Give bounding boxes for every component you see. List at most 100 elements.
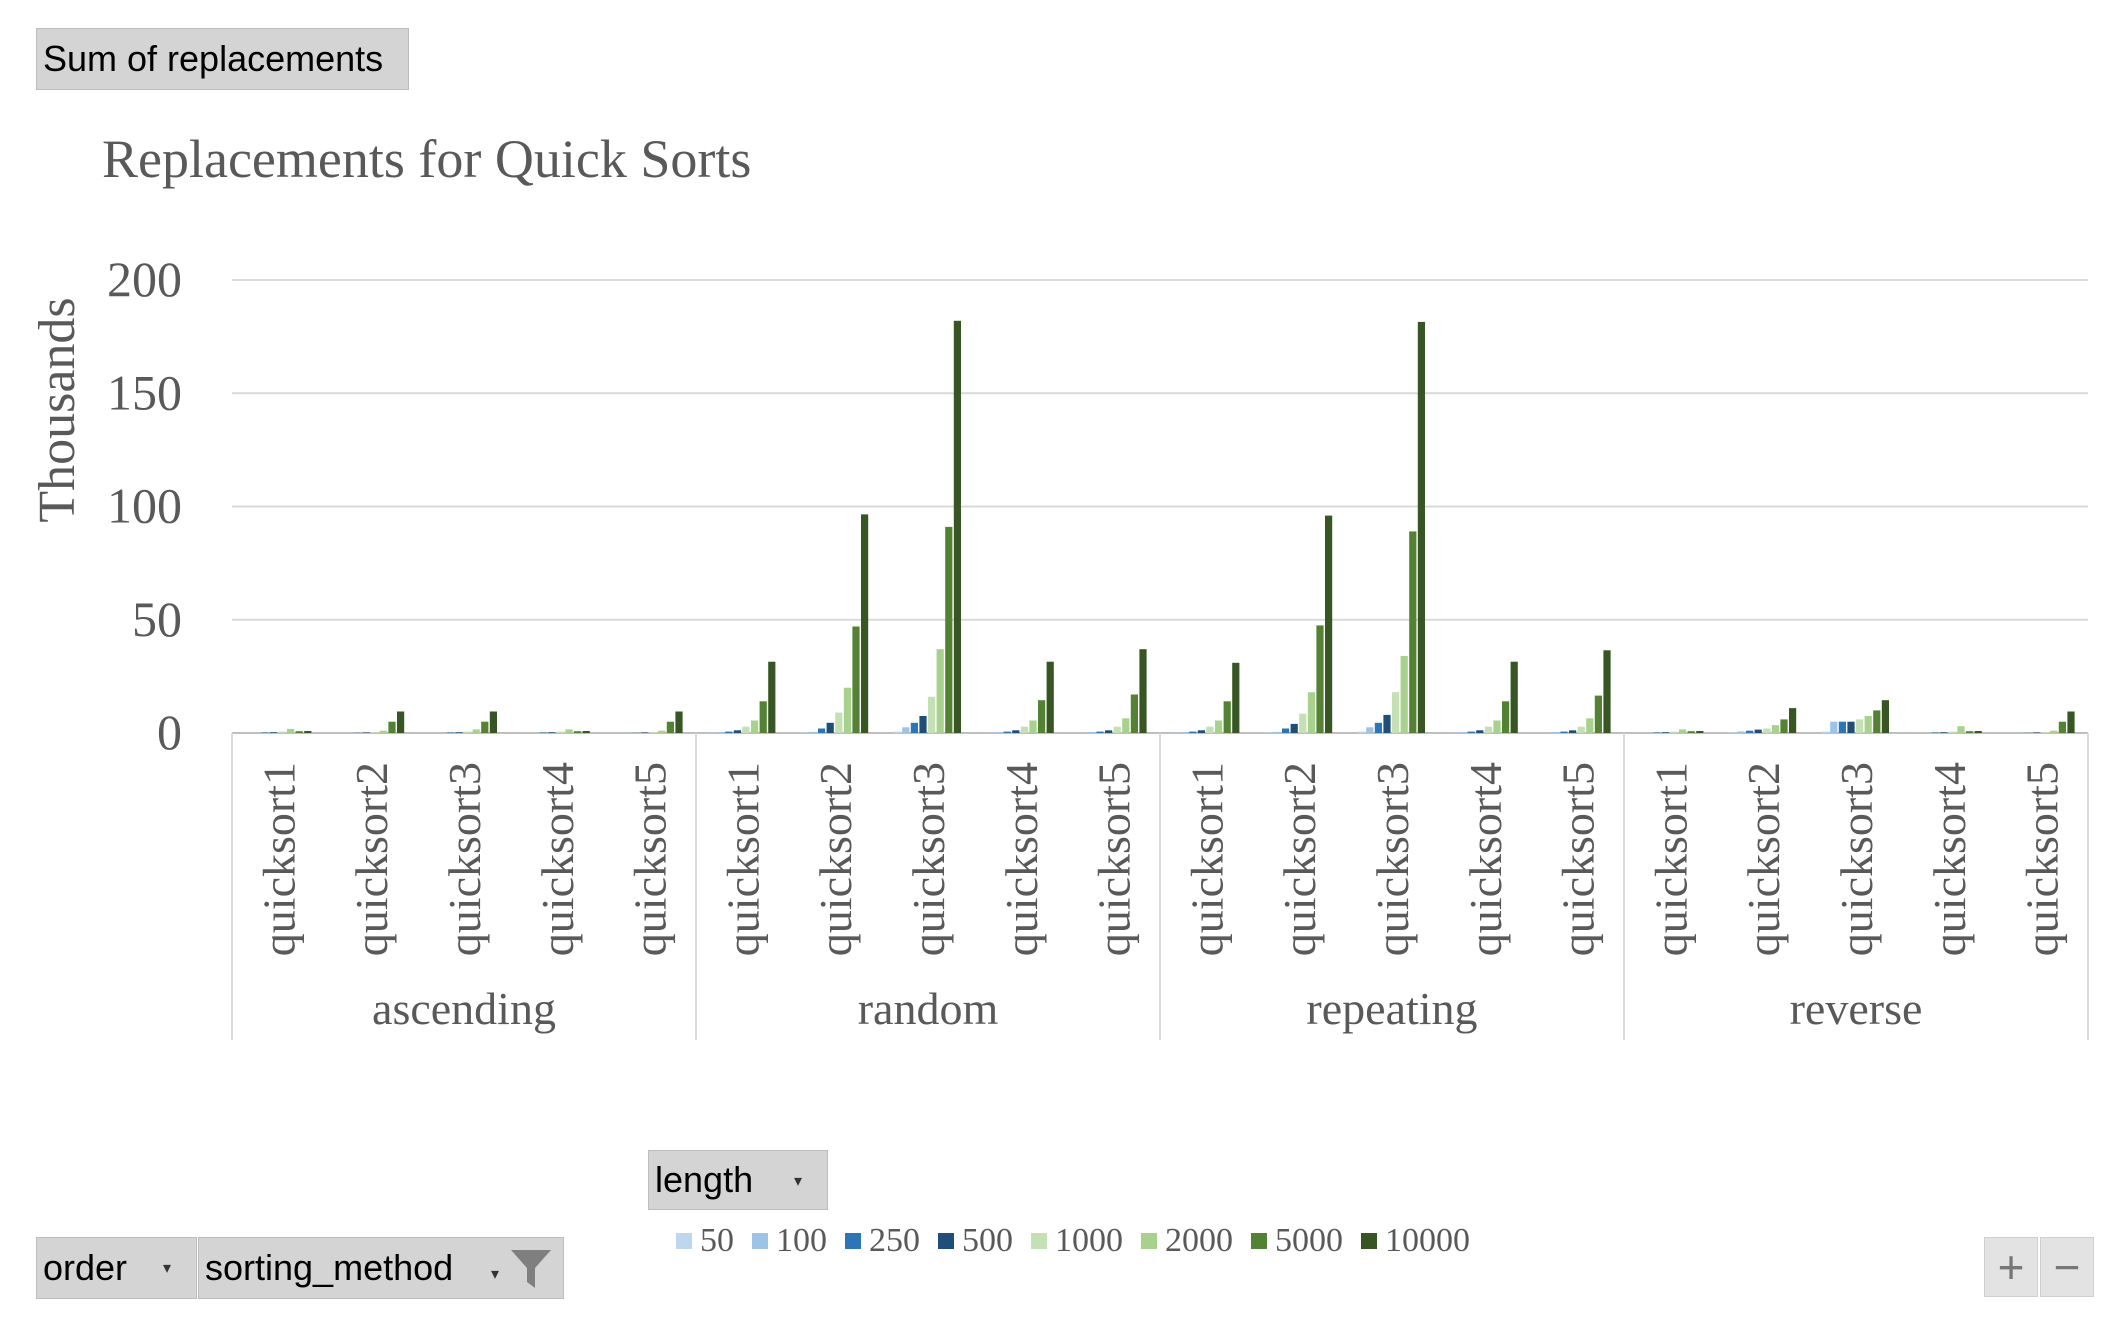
bar [1510,661,1518,733]
bar [1383,714,1391,733]
bar [893,731,901,733]
bar [388,721,396,733]
bar [1273,731,1281,733]
axis-field-order-button[interactable]: order ▾ [36,1237,197,1299]
bar [1670,731,1678,733]
x-tick-label: quicksort2 [810,762,861,956]
bar [464,731,472,733]
legend-swatch [676,1233,692,1249]
legend-entry: 5000 [1251,1222,1343,1260]
x-group-label: repeating [1306,983,1477,1034]
bar [675,711,683,733]
bar [1299,713,1307,733]
bar [1603,650,1611,733]
bar [733,730,741,733]
bar [1737,731,1745,733]
bar [1780,719,1788,733]
y-tick-label: 0 [157,704,182,760]
bar [716,732,724,733]
bar [548,732,556,733]
legend-swatch [1031,1233,1047,1249]
legend-label: 500 [962,1222,1013,1259]
values-field-button[interactable]: Sum of replacements [36,28,409,90]
bar [2050,730,2058,733]
bar [1502,701,1510,733]
bar [835,712,843,733]
legend-entry: 50 [676,1222,734,1260]
bar [852,626,860,733]
zoom-in-button[interactable]: + [1984,1237,2038,1297]
bar [1847,721,1855,733]
bar [800,732,808,733]
x-tick-label: quicksort3 [1831,762,1882,956]
bar [1307,692,1315,733]
bar [1931,732,1939,733]
bar [641,732,649,733]
bar [1789,708,1797,733]
legend-label: 2000 [1165,1222,1233,1259]
x-tick-label: quicksort5 [2017,762,2068,956]
bar [379,730,387,733]
bar [995,732,1003,733]
x-tick-label: quicksort2 [346,762,397,956]
x-tick-label: quicksort1 [253,762,304,956]
bar [1966,731,1974,733]
bar [1754,729,1762,733]
bar [649,732,657,733]
bar [1113,726,1121,733]
y-tick-label: 200 [107,251,182,307]
bar [843,687,851,733]
bar [1687,731,1695,733]
bar [2067,711,2075,733]
bar [371,732,379,733]
chart-title: Replacements for Quick Sorts [102,129,752,189]
bar [928,696,936,733]
bar [936,649,944,733]
bar [362,732,370,733]
bar [1881,700,1889,733]
x-group-label: reverse [1790,983,1923,1034]
axis-field-method-button[interactable]: sorting_method ▾ [198,1237,564,1299]
bar [919,716,927,733]
values-field-label: Sum of replacements [43,38,384,79]
x-group-label: random [858,983,999,1034]
legend-field-button[interactable]: length ▾ [648,1150,828,1210]
bar [481,721,489,733]
bar [1763,728,1771,733]
bar [910,722,918,733]
axis-field-method-label: sorting_method [205,1247,454,1288]
legend-entry: 500 [938,1222,1013,1260]
legend-swatch [752,1233,768,1249]
bar [953,320,961,733]
x-tick-label: quicksort5 [1553,762,1604,956]
legend-label: 1000 [1055,1222,1123,1259]
bar [1096,731,1104,733]
bar [1696,731,1704,733]
bar [1020,726,1028,733]
bar [1012,730,1020,733]
bar [1105,730,1113,733]
zoom-out-button[interactable]: − [2040,1237,2094,1297]
bar [269,732,277,733]
bar [768,661,776,733]
bar [1290,723,1298,733]
bar [1409,531,1417,733]
bar [1029,720,1037,733]
legend-entry: 10000 [1361,1222,1470,1260]
bar [1746,730,1754,733]
legend-field-label: length [655,1159,754,1200]
bar [1264,732,1272,733]
bar [1974,731,1982,733]
bar [725,731,733,733]
bar [861,514,869,733]
dropdown-arrow-icon: ▾ [163,1260,172,1277]
bar [489,711,497,733]
bar [455,732,463,733]
x-tick-label: quicksort4 [1460,762,1511,956]
bar [1856,719,1864,733]
bar [809,731,817,733]
bar [1374,722,1382,733]
x-tick-label: quicksort1 [1181,762,1232,956]
bar [1282,728,1290,733]
